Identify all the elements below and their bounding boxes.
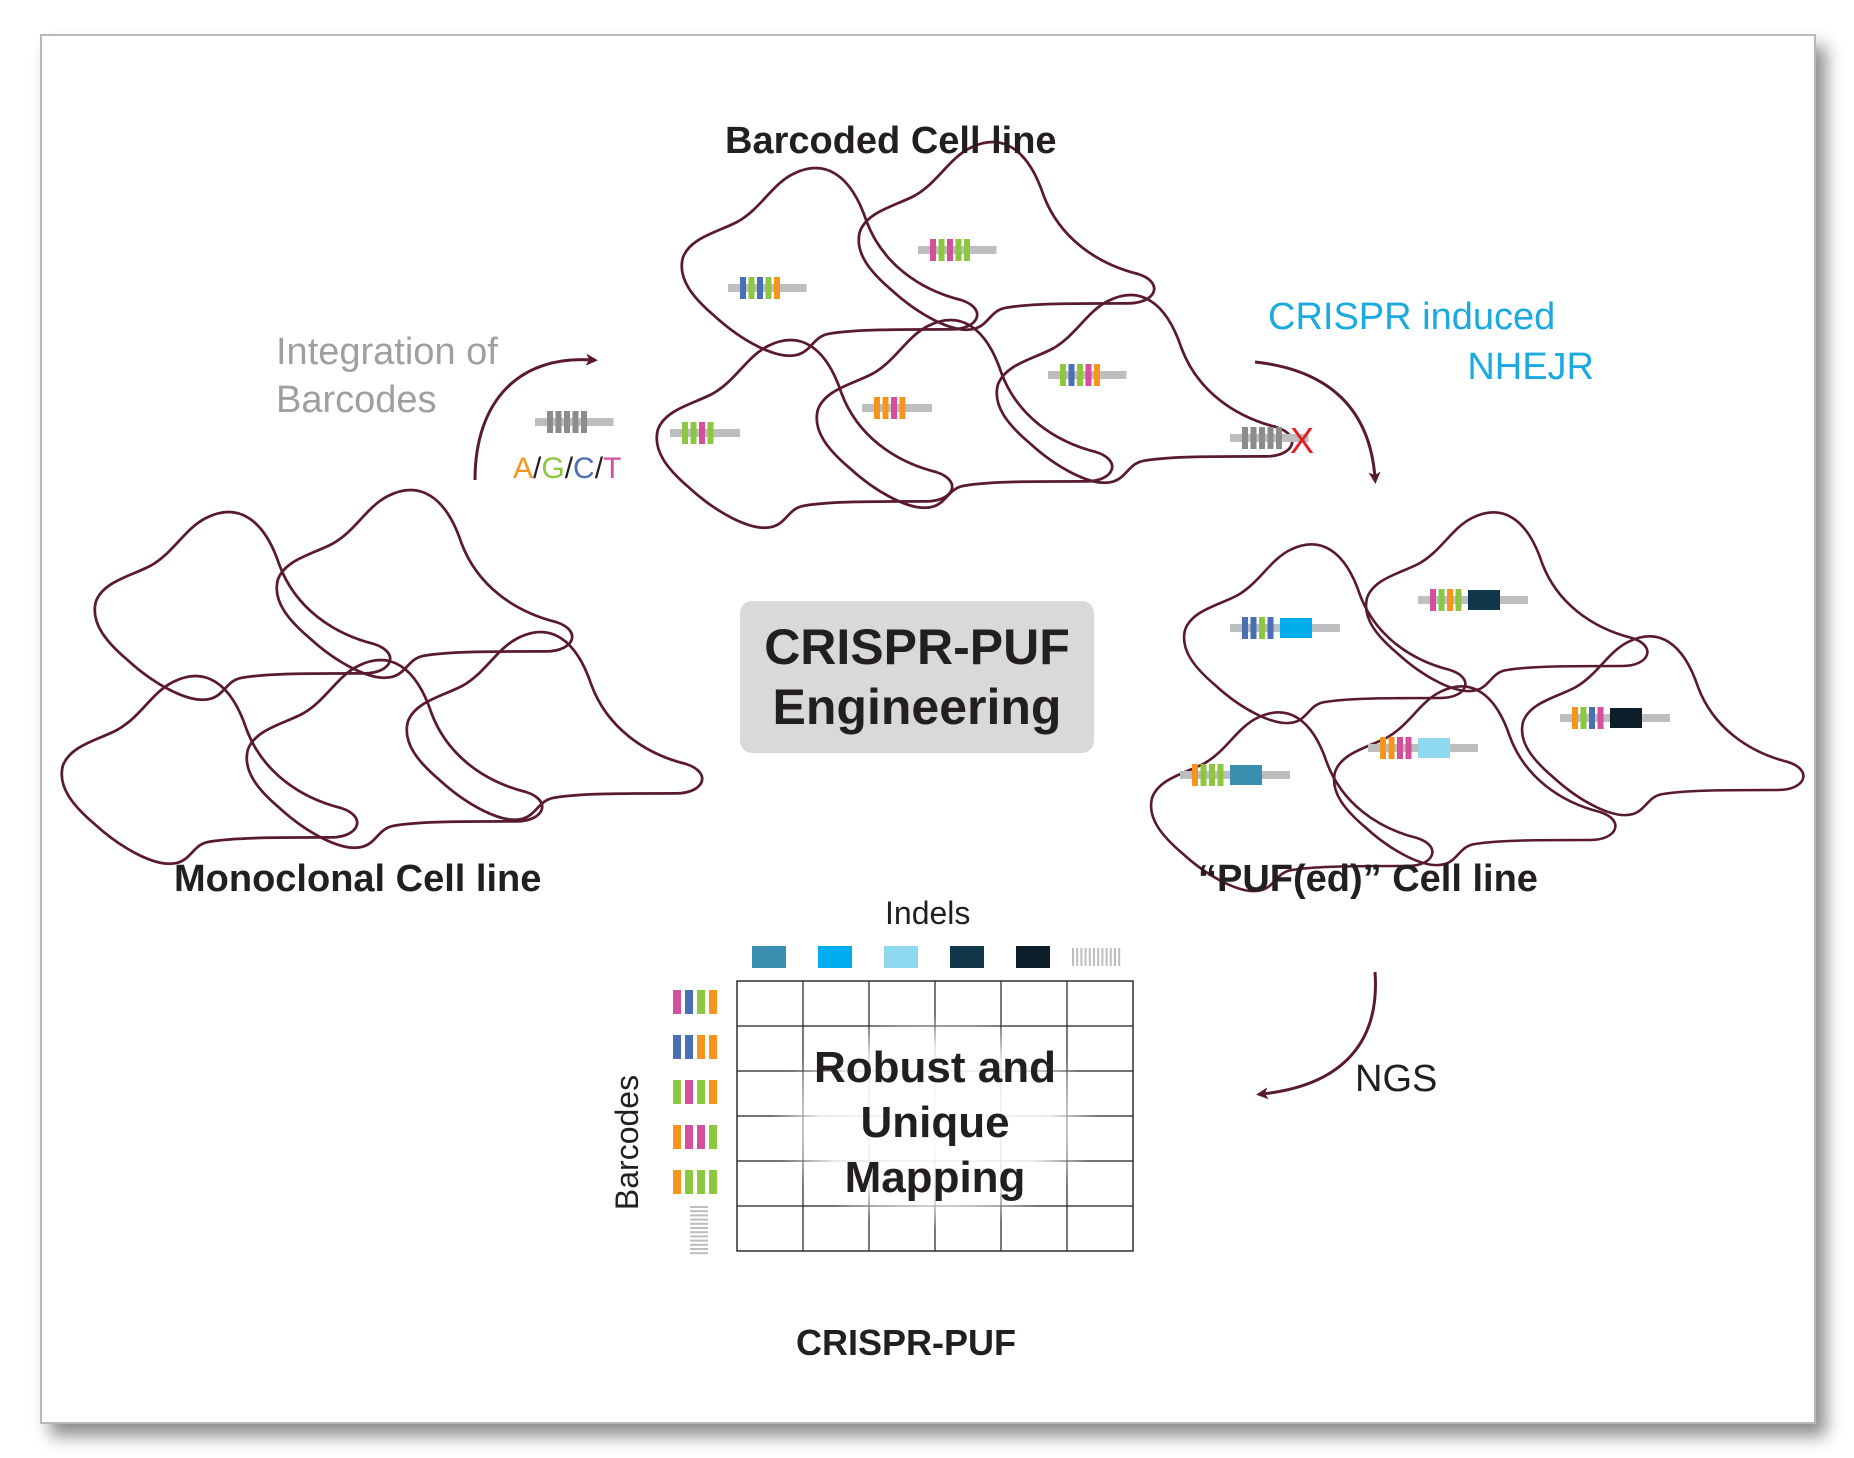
crispr-puf-engineering-box: CRISPR-PUF Engineering bbox=[740, 601, 1094, 753]
crispr-nhejr-label: CRISPR induced NHEJR bbox=[1268, 292, 1594, 392]
nucleotide-a: A bbox=[513, 452, 534, 485]
slash-2: / bbox=[564, 452, 574, 485]
barcode-key-bar bbox=[685, 1125, 693, 1149]
cell-outline bbox=[1182, 543, 1467, 725]
cell-outline bbox=[275, 488, 574, 680]
indel-key bbox=[752, 946, 1121, 968]
barcode-key-bar bbox=[685, 1035, 693, 1059]
slash-1: / bbox=[533, 452, 542, 485]
barcode-key-bar bbox=[673, 990, 681, 1014]
cell-outline bbox=[995, 293, 1294, 485]
barcode-key-bar bbox=[709, 1170, 717, 1194]
barcode-cell-2 bbox=[918, 239, 997, 261]
integration-label-line2: Barcodes bbox=[276, 379, 437, 421]
pufed-cell-line-label: “PUF(ed)” Cell line bbox=[1198, 858, 1538, 900]
barcode-key-bar bbox=[685, 990, 693, 1014]
cell-outline bbox=[405, 630, 704, 822]
cell-outline bbox=[60, 674, 359, 866]
cell-outline bbox=[680, 166, 979, 358]
indel-swatch bbox=[884, 946, 918, 968]
barcode-key-bar bbox=[697, 1170, 705, 1194]
cell-outline bbox=[815, 318, 1114, 510]
barcode-cell-4 bbox=[862, 397, 932, 419]
barcode-cell-1 bbox=[728, 277, 807, 299]
integration-label-line1: Integration of bbox=[276, 331, 498, 373]
barcode-key-bar bbox=[685, 1170, 693, 1194]
barcode-cell-5 bbox=[1048, 364, 1127, 386]
indel-swatch bbox=[1016, 946, 1050, 968]
barcode-key-bar bbox=[673, 1125, 681, 1149]
barcode-key-bar bbox=[709, 1080, 717, 1104]
mapping-text: Robust and Unique Mapping bbox=[735, 1040, 1135, 1205]
barcode-key-bar bbox=[673, 1080, 681, 1104]
mapping-line2: Unique bbox=[860, 1098, 1010, 1147]
barcode-key-bar bbox=[697, 1080, 705, 1104]
barcode-key-bar bbox=[697, 1035, 705, 1059]
indel-swatch bbox=[950, 946, 984, 968]
puf-barcode-2 bbox=[1418, 589, 1528, 611]
barcode-key-bar bbox=[697, 990, 705, 1014]
barcode-key-bar bbox=[673, 1170, 681, 1194]
cell-outline bbox=[93, 510, 392, 702]
crispr-label-line2: NHEJR bbox=[1467, 346, 1594, 388]
nucleotide-letters: A/G/C/T bbox=[513, 452, 621, 486]
gray-barcode bbox=[535, 411, 614, 433]
puf-barcode-1 bbox=[1230, 617, 1340, 639]
ngs-label: NGS bbox=[1355, 1058, 1438, 1100]
crispr-arrow bbox=[1254, 360, 1381, 484]
cell-outline bbox=[245, 658, 544, 850]
indel-swatch bbox=[818, 946, 852, 968]
puf-barcode-3 bbox=[1180, 764, 1290, 786]
integration-label: Integration of Barcodes bbox=[276, 328, 498, 424]
barcode-key bbox=[673, 990, 717, 1255]
slash-3: / bbox=[594, 452, 604, 485]
center-title-line2: Engineering bbox=[772, 679, 1062, 735]
crispr-puf-bottom-title: CRISPR-PUF bbox=[796, 1322, 1017, 1363]
barcodes-axis-label: Barcodes bbox=[609, 1074, 646, 1211]
integration-arrow bbox=[473, 353, 598, 481]
mapping-text-backdrop bbox=[770, 1015, 1100, 1230]
nucleotide-c: C bbox=[573, 452, 595, 485]
indels-label: Indels bbox=[885, 895, 971, 931]
monoclonal-cell-line-label: Monoclonal Cell line bbox=[174, 858, 542, 900]
center-title-line1: CRISPR-PUF bbox=[764, 619, 1070, 675]
nucleotide-g: G bbox=[541, 452, 565, 485]
barcode-key-bar bbox=[673, 1035, 681, 1059]
cell-outline bbox=[1520, 635, 1805, 817]
barcode-key-bar bbox=[709, 1035, 717, 1059]
indel-swatch bbox=[752, 946, 786, 968]
barcode-key-bar bbox=[709, 1125, 717, 1149]
barcode-key-bar bbox=[709, 990, 717, 1014]
barcoded-cell-line-label: Barcoded Cell line bbox=[725, 120, 1057, 162]
target-barcode bbox=[1230, 427, 1309, 449]
mapping-line3: Mapping bbox=[844, 1153, 1026, 1202]
barcode-key-bar bbox=[697, 1125, 705, 1149]
mapping-line1: Robust and bbox=[814, 1043, 1056, 1092]
barcode-cell-3 bbox=[670, 422, 740, 444]
mutation-mark: X bbox=[1290, 420, 1315, 461]
puf-barcode-5 bbox=[1560, 707, 1670, 729]
ngs-arrow bbox=[1256, 971, 1377, 1100]
puf-barcode-4 bbox=[1368, 737, 1478, 759]
crispr-label-line1: CRISPR induced bbox=[1268, 296, 1556, 338]
nucleotide-t: T bbox=[603, 452, 622, 485]
barcode-key-bar bbox=[685, 1080, 693, 1104]
